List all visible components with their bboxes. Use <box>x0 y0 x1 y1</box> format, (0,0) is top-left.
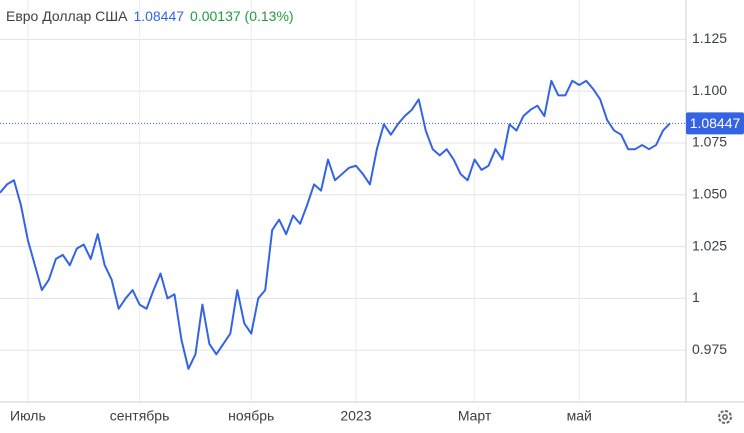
x-tick-label: сентябрь <box>110 408 170 424</box>
x-tick-label: Март <box>458 408 492 424</box>
settings-icon-ring <box>718 410 732 424</box>
settings-icon[interactable] <box>718 410 732 424</box>
price-tag <box>686 112 744 135</box>
y-tick-label: 1.075 <box>692 134 727 150</box>
x-tick-label: Июль <box>10 408 46 424</box>
current-price: 1.08447 <box>133 8 185 24</box>
x-tick-label: ноябрь <box>228 408 274 424</box>
x-tick-label: май <box>567 408 592 424</box>
y-tick-label: 1.100 <box>692 82 727 98</box>
price-tag-label: 1.08447 <box>690 115 741 131</box>
header: Евро Доллар США 1.08447 0.00137 (0.13%) <box>6 8 300 24</box>
y-tick-label: 1 <box>692 289 700 305</box>
y-tick-label: 1.025 <box>692 237 727 253</box>
settings-icon-hole <box>722 414 728 420</box>
instrument-name: Евро Доллар США <box>6 8 128 24</box>
y-tick-label: 1.125 <box>692 30 727 46</box>
y-tick-label: 0.975 <box>692 341 727 357</box>
price-series <box>0 79 671 370</box>
x-tick-label: 2023 <box>340 408 371 424</box>
y-tick-label: 1.050 <box>692 185 727 201</box>
price-change: 0.00137 (0.13%) <box>190 8 294 24</box>
